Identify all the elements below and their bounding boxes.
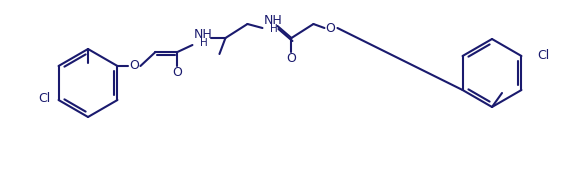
Text: H: H <box>269 24 277 34</box>
Text: Cl: Cl <box>38 93 51 106</box>
Text: NH: NH <box>264 15 283 28</box>
Text: NH: NH <box>194 29 213 42</box>
Text: O: O <box>325 22 335 35</box>
Text: O: O <box>172 67 183 80</box>
Text: Cl: Cl <box>538 49 550 62</box>
Text: O: O <box>287 52 297 65</box>
Text: O: O <box>129 60 139 73</box>
Text: H: H <box>199 38 208 48</box>
